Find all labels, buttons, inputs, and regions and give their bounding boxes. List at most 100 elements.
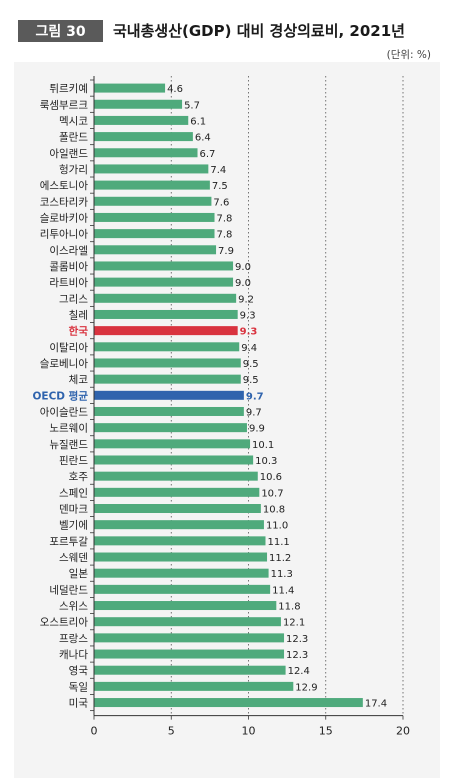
value-label: 9.0 xyxy=(235,278,251,289)
category-label: 리투아니아 xyxy=(40,229,89,241)
value-label: 7.8 xyxy=(217,230,233,241)
value-label: 9.5 xyxy=(243,359,259,370)
bar xyxy=(94,536,266,546)
bar xyxy=(94,83,166,93)
x-tick-label: 0 xyxy=(91,725,98,738)
category-label: 오스트리아 xyxy=(40,617,89,629)
bar-korea xyxy=(94,326,238,336)
category-label: 에스토니아 xyxy=(40,180,89,192)
value-label: 9.7 xyxy=(246,407,262,418)
bar xyxy=(94,455,254,465)
category-label: 룩셈부르크 xyxy=(40,99,89,111)
x-tick-label: 5 xyxy=(168,725,175,738)
bar xyxy=(94,504,261,514)
bar xyxy=(94,261,234,271)
value-label: 17.4 xyxy=(365,699,387,710)
category-label: 덴마크 xyxy=(59,504,88,516)
category-label: 체코 xyxy=(69,374,89,386)
value-label: 11.4 xyxy=(272,585,294,596)
bar xyxy=(94,358,241,368)
category-label: 뉴질랜드 xyxy=(49,439,88,451)
bar xyxy=(94,568,269,578)
category-label: 칠레 xyxy=(69,309,88,321)
category-label: 아일랜드 xyxy=(49,147,88,160)
category-label: 네덜란드 xyxy=(49,584,88,596)
bar xyxy=(94,196,212,206)
category-label: OECD 평균 xyxy=(33,389,89,402)
value-label: 11.0 xyxy=(266,521,288,532)
value-label: 11.1 xyxy=(267,537,289,548)
category-label: 그리스 xyxy=(59,293,88,305)
value-label: 9.3 xyxy=(240,310,256,321)
value-label: 9.4 xyxy=(241,343,257,354)
category-label: 한국 xyxy=(69,325,89,338)
value-label: 12.3 xyxy=(286,634,308,645)
category-label: 스페인 xyxy=(59,487,88,499)
value-label: 12.4 xyxy=(288,666,310,677)
value-label: 11.8 xyxy=(278,602,300,613)
category-label: 코스타리카 xyxy=(40,196,89,208)
value-label: 9.9 xyxy=(249,424,265,435)
value-label: 10.1 xyxy=(252,440,274,451)
bar xyxy=(94,212,215,222)
unit-label: (단위: %) xyxy=(386,49,431,61)
bar xyxy=(94,293,237,303)
value-label: 12.1 xyxy=(283,618,305,629)
value-label: 9.3 xyxy=(240,327,258,338)
category-label: 캐나다 xyxy=(59,649,88,661)
x-tick-label: 15 xyxy=(319,725,333,738)
bar xyxy=(94,164,209,174)
category-label: 미국 xyxy=(69,698,89,710)
bar xyxy=(94,617,281,627)
category-label: 멕시코 xyxy=(59,115,88,127)
bar-oecd xyxy=(94,390,244,400)
category-label: 독일 xyxy=(69,680,88,693)
category-label: 스위스 xyxy=(59,600,88,613)
value-label: 9.2 xyxy=(238,294,254,305)
category-label: 일본 xyxy=(69,567,89,580)
category-label: 호주 xyxy=(69,471,89,483)
bar xyxy=(94,681,294,691)
bar xyxy=(94,245,217,255)
bar xyxy=(94,374,241,384)
category-label: 핀란드 xyxy=(59,455,88,467)
bar xyxy=(94,471,258,481)
category-label: 라트비아 xyxy=(49,277,88,289)
category-label: 노르웨이 xyxy=(49,423,88,435)
bar xyxy=(94,99,183,109)
bar xyxy=(94,342,240,352)
category-label: 폴란드 xyxy=(59,132,88,144)
value-label: 7.6 xyxy=(213,197,229,208)
value-label: 7.9 xyxy=(218,246,234,257)
bar xyxy=(94,487,260,497)
chart-title: 국내총생산(GDP) 대비 경상의료비, 2021년 xyxy=(113,22,405,40)
chart-panel xyxy=(14,62,440,778)
bar xyxy=(94,520,264,530)
category-label: 슬로바키아 xyxy=(40,212,89,224)
figure-number-badge: 그림 30 xyxy=(18,20,103,42)
bar xyxy=(94,439,251,449)
value-label: 9.0 xyxy=(235,262,251,273)
bar xyxy=(94,601,277,611)
category-label: 이스라엘 xyxy=(49,244,88,257)
figure-header: 그림 30 국내총생산(GDP) 대비 경상의료비, 2021년 xyxy=(10,20,450,42)
value-label: 6.1 xyxy=(190,116,206,127)
value-label: 11.3 xyxy=(271,569,293,580)
value-label: 7.4 xyxy=(210,165,226,176)
value-label: 6.7 xyxy=(200,149,216,160)
value-label: 6.4 xyxy=(195,133,211,144)
bar xyxy=(94,132,193,142)
category-label: 포르투갈 xyxy=(49,535,88,548)
value-label: 9.7 xyxy=(246,391,264,402)
category-label: 이탈리아 xyxy=(49,341,88,354)
category-label: 헝가리 xyxy=(59,164,88,176)
bar xyxy=(94,649,285,659)
value-label: 10.7 xyxy=(261,488,283,499)
category-label: 콜롬비아 xyxy=(49,261,88,273)
value-label: 12.9 xyxy=(295,682,317,693)
category-label: 스웨덴 xyxy=(59,552,88,564)
bar xyxy=(94,277,234,287)
category-label: 아이슬란드 xyxy=(40,406,89,418)
category-label: 튀르키예 xyxy=(49,82,88,95)
